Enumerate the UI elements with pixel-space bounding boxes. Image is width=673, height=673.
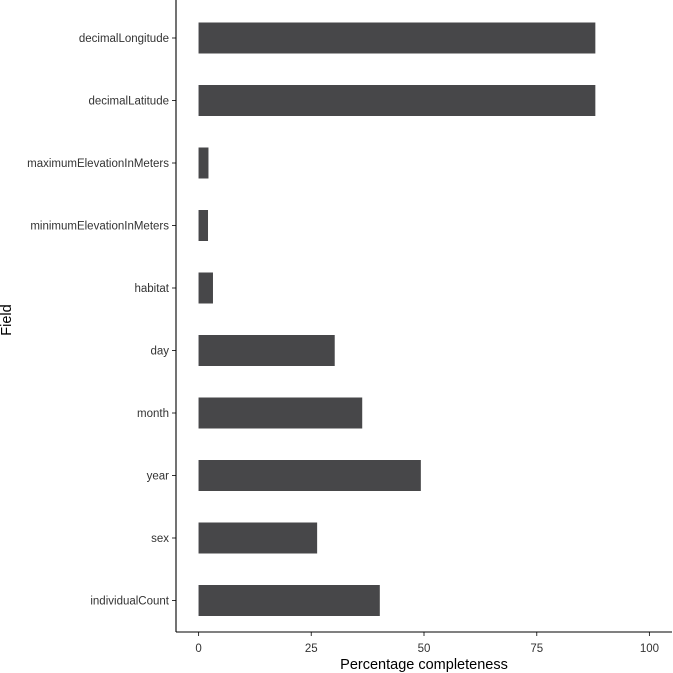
bar-sex <box>198 522 318 554</box>
bar-decimalLongitude <box>198 22 596 54</box>
bars-group <box>198 22 596 616</box>
x-tick-label: 0 <box>195 643 201 655</box>
bar-decimalLatitude <box>198 85 596 116</box>
bar-year <box>198 460 421 491</box>
bar-individualCount <box>198 585 380 616</box>
y-tick-label: year <box>147 471 170 483</box>
y-tick-label: habitat <box>134 283 169 295</box>
x-tick-label: 25 <box>305 643 318 655</box>
x-tick-label: 50 <box>418 643 431 655</box>
y-tick-label: month <box>137 408 169 420</box>
y-tick-label: minimumElevationInMeters <box>30 221 169 233</box>
bar-month <box>198 397 363 429</box>
y-axis-title: Field <box>0 304 15 335</box>
bar-maximumElevationInMeters <box>198 147 209 179</box>
y-tick-label: decimalLongitude <box>79 33 169 45</box>
y-tick-label: maximumElevationInMeters <box>27 158 169 170</box>
y-tick-label: individualCount <box>90 596 169 608</box>
x-tick-label: 100 <box>640 643 659 655</box>
x-axis-ticks: 0 25 50 75 100 <box>195 632 659 655</box>
bar-minimumElevationInMeters <box>198 210 209 241</box>
x-tick-label: 75 <box>530 643 543 655</box>
bar-day <box>198 335 335 366</box>
y-axis-ticks: decimalLongitude decimalLatitude maximumEl… <box>27 33 176 608</box>
x-axis-title: Percentage completeness <box>340 657 508 673</box>
bar-habitat <box>198 272 213 304</box>
y-tick-label: day <box>150 346 169 358</box>
y-tick-label: decimalLatitude <box>88 96 169 108</box>
y-tick-label: sex <box>151 533 169 545</box>
